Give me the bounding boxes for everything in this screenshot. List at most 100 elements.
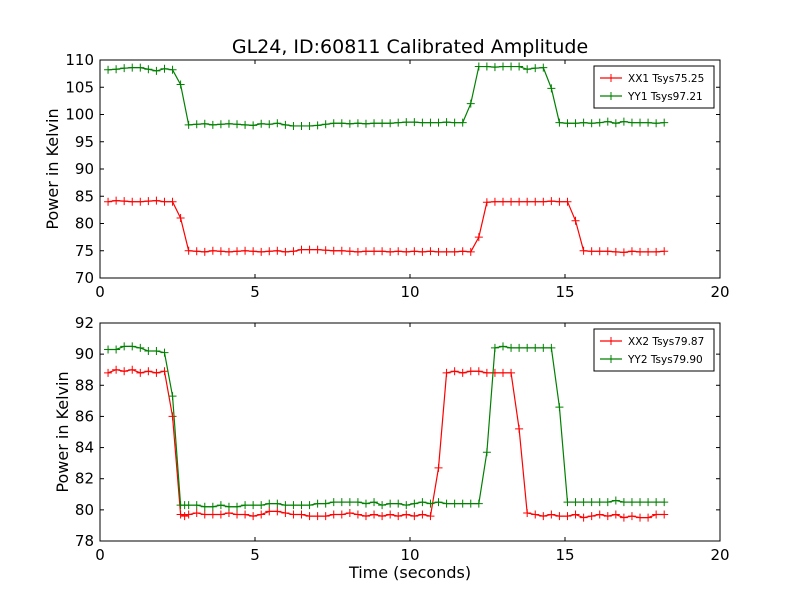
data-point: [297, 121, 306, 130]
data-point: [531, 343, 540, 352]
data-point: [386, 510, 395, 519]
x-tick-label: 20: [710, 546, 729, 564]
x-tick-label: 5: [250, 283, 260, 301]
data-point: [321, 120, 330, 129]
data-point: [249, 121, 258, 130]
data-point: [233, 502, 242, 511]
data-point: [450, 247, 459, 256]
data-point: [482, 368, 491, 377]
data-point: [507, 62, 516, 71]
data-point: [136, 368, 145, 377]
data-point: [265, 120, 274, 129]
data-point: [466, 367, 475, 376]
data-point: [611, 510, 620, 519]
data-point: [402, 501, 411, 510]
legend-box: [593, 65, 715, 109]
data-point: [184, 501, 193, 510]
data-point: [458, 247, 467, 256]
data-point: [168, 65, 177, 74]
data-point: [273, 246, 282, 255]
data-point: [523, 508, 532, 517]
data-point: [281, 120, 290, 129]
y-tick-label: 95: [75, 133, 94, 151]
data-point: [571, 510, 580, 519]
data-point: [434, 463, 443, 472]
data-point: [168, 392, 177, 401]
data-point: [176, 214, 185, 223]
data-point: [547, 197, 556, 206]
data-point: [450, 499, 459, 508]
data-point: [378, 247, 387, 256]
data-point: [426, 118, 435, 127]
legend-entry-label: XX2 Tsys79.87: [628, 336, 704, 348]
data-point: [652, 247, 661, 256]
data-point: [112, 345, 121, 354]
data-point: [611, 496, 620, 505]
data-point: [595, 498, 604, 507]
data-point: [241, 510, 250, 519]
data-point: [474, 62, 483, 71]
data-point: [321, 246, 330, 255]
data-point: [120, 367, 129, 376]
data-point: [321, 512, 330, 521]
data-point: [531, 64, 540, 73]
data-point: [555, 197, 564, 206]
data-point: [418, 118, 427, 127]
data-point: [507, 368, 516, 377]
series-line: [108, 65, 665, 127]
data-point: [353, 119, 362, 128]
data-point: [386, 119, 395, 128]
legend-swatch-marker: [607, 74, 615, 82]
data-point: [482, 448, 491, 457]
data-point: [305, 501, 314, 510]
series-2: [104, 62, 669, 130]
data-point: [466, 499, 475, 508]
x-tick-label: 10: [400, 283, 419, 301]
data-point: [442, 499, 451, 508]
data-point: [507, 197, 516, 206]
data-point: [313, 245, 322, 254]
data-point: [627, 247, 636, 256]
y-tick-label: 105: [65, 78, 94, 96]
data-point: [482, 198, 491, 207]
data-point: [627, 512, 636, 521]
data-point: [587, 247, 596, 256]
y-tick-label: 80: [75, 501, 94, 519]
data-point: [410, 512, 419, 521]
data-point: [289, 510, 298, 519]
data-point: [490, 63, 499, 72]
legend: XX1 Tsys75.25 YY1 Tsys97.21: [593, 65, 715, 109]
data-point: [144, 367, 153, 376]
data-point: [136, 197, 145, 206]
data-point: [579, 498, 588, 507]
data-point: [660, 118, 669, 127]
data-point: [144, 197, 153, 206]
data-point: [474, 233, 483, 242]
data-point: [313, 512, 322, 521]
data-point: [104, 65, 113, 74]
data-point: [184, 246, 193, 255]
data-point: [176, 80, 185, 89]
data-point: [515, 424, 524, 433]
data-point: [345, 247, 354, 256]
data-point: [660, 247, 669, 256]
data-point: [289, 501, 298, 510]
data-point: [128, 197, 137, 206]
data-point: [619, 513, 628, 522]
legend-swatch-marker: [607, 337, 615, 345]
legend-entry-label: YY1 Tsys97.21: [627, 91, 703, 103]
data-point: [337, 246, 346, 255]
data-point: [555, 118, 564, 127]
data-point: [442, 118, 451, 127]
data-point: [120, 64, 129, 73]
data-point: [636, 498, 645, 507]
data-point: [152, 347, 161, 356]
data-point: [563, 498, 572, 507]
data-point: [345, 119, 354, 128]
data-point: [329, 498, 338, 507]
data-point: [353, 510, 362, 519]
data-point: [144, 347, 153, 356]
data-point: [490, 343, 499, 352]
data-point: [345, 498, 354, 507]
y-tick-label: 85: [75, 187, 94, 205]
